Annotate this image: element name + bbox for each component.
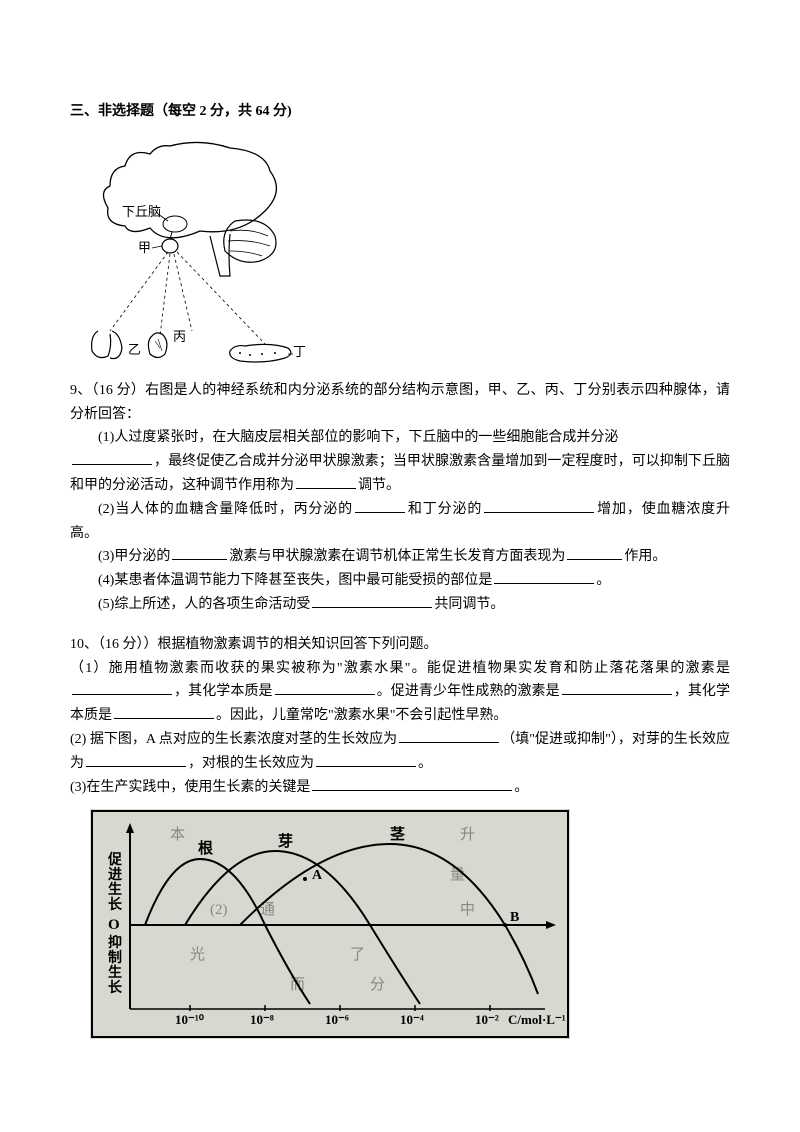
- q9-3b: 激素与甲状腺激素在调节机体正常生长发育方面表现为: [229, 549, 565, 564]
- blank: [296, 475, 356, 489]
- label-bing: 丙: [173, 329, 186, 344]
- q9-4a: (4)某患者体温调节能力下降甚至丧失，图中最可能受损的部位是: [98, 573, 492, 588]
- question-9: 9、（16 分）右图是人的神经系统和内分泌系统的部分结构示意图，甲、乙、丙、丁分…: [70, 379, 730, 617]
- q9-number: 9、: [70, 383, 92, 398]
- q10-3a: (3)在生产实践中，使用生长素的关键是: [70, 780, 310, 795]
- svg-text:光: 光: [190, 946, 205, 963]
- q10-2c: ，对根的生长效应为: [188, 756, 314, 771]
- q10-1e: 。因此，儿童常吃"激素水果"不会引起性早熟。: [216, 708, 507, 723]
- section-title: 三、非选择题（每空 2 分，共 64 分): [70, 100, 730, 124]
- blank: [72, 451, 152, 465]
- q9-3a: (3)甲分泌的: [98, 549, 170, 564]
- ylabel-zero: O: [108, 917, 120, 933]
- q10-2a: (2) 据下图，A 点对应的生长素浓度对茎的生长效应为: [70, 732, 397, 747]
- q10-number: 10、: [70, 637, 98, 652]
- blank: [399, 729, 499, 743]
- xlabel: C/mol·L⁻¹: [508, 1012, 566, 1027]
- label-hypothalamus: 下丘脑: [122, 204, 161, 219]
- curve-label-root: 根: [198, 839, 213, 857]
- blank: [484, 499, 594, 513]
- q10-1c: 。促进青少年性成熟的激素是: [377, 684, 560, 699]
- q10-2d: 。: [418, 756, 432, 771]
- xtick: 10⁻²: [475, 1012, 499, 1027]
- q9-1a: (1)人过度紧张时，在大脑皮层相关部位的影响下，下丘脑中的一些细胞能合成并分泌: [98, 430, 618, 445]
- curve-label-bud: 芽: [278, 833, 293, 850]
- label-ding: 丁: [293, 344, 305, 359]
- auxin-concentration-chart: 本升 量 (2)通中 光了 而分 促进生长 O 抑制生长 根 芽 茎 A B: [90, 809, 730, 1048]
- xtick: 10⁻⁸: [250, 1012, 274, 1027]
- q9-1c: 调节。: [358, 478, 400, 493]
- blank: [86, 753, 186, 767]
- blank: [567, 546, 622, 560]
- label-jia: 甲: [138, 240, 151, 255]
- q9-intro: 右图是人的神经系统和内分泌系统的部分结构示意图，甲、乙、丙、丁分别表示四种腺体，…: [70, 383, 730, 422]
- brain-gland-diagram: 下丘脑 甲 乙 丙 丁: [70, 136, 730, 371]
- blank: [562, 681, 672, 695]
- ylabel-inhibit: 抑制生长: [108, 934, 123, 996]
- blank: [72, 681, 172, 695]
- blank: [312, 777, 512, 791]
- q10-1a: （1）施用植物激素而收获的果实被称为"激素水果"。能促进植物果实发育和防止落花落…: [70, 661, 730, 676]
- q10-3b: 。: [514, 780, 528, 795]
- question-10: 10、（16 分））根据植物激素调节的相关知识回答下列问题。 （1）施用植物激素…: [70, 633, 730, 800]
- blank: [494, 570, 594, 584]
- blank: [275, 681, 375, 695]
- svg-text:本: 本: [170, 826, 185, 843]
- blank: [316, 753, 416, 767]
- point-B: B: [510, 910, 519, 925]
- q9-5a: (5)综上所述，人的各项生命活动受: [98, 597, 310, 612]
- xtick: 10⁻¹⁰: [175, 1012, 205, 1027]
- q9-3c: 作用。: [624, 549, 666, 564]
- blank: [172, 546, 227, 560]
- svg-text:(2): (2): [210, 902, 228, 918]
- blank: [355, 499, 405, 513]
- label-yi: 乙: [128, 342, 141, 357]
- svg-text:中: 中: [460, 901, 475, 918]
- q10-points: （16 分）: [98, 637, 144, 652]
- svg-text:了: 了: [350, 946, 365, 963]
- ylabel-promote: 促进生长: [107, 851, 123, 913]
- q10-1b: ，其化学本质是: [174, 684, 273, 699]
- xtick: 10⁻⁴: [400, 1012, 424, 1027]
- point-A: A: [312, 868, 323, 883]
- q9-4b: 。: [596, 573, 610, 588]
- q9-1b: ，最终促使乙合成并分泌甲状腺激素；当甲状腺激素含量增加到一定程度时，可以抑制下丘…: [70, 454, 730, 493]
- q10-intro: ）根据植物激素调节的相关知识回答下列问题。: [144, 637, 438, 652]
- q9-points: （16 分）: [92, 383, 146, 398]
- q9-5b: 共同调节。: [434, 597, 504, 612]
- q9-2a: (2)当人体的血糖含量降低时，丙分泌的: [98, 502, 353, 517]
- xtick: 10⁻⁶: [325, 1012, 349, 1027]
- curve-label-stem: 茎: [390, 825, 405, 843]
- blank: [114, 705, 214, 719]
- q9-2b: 和丁分泌的: [407, 502, 482, 517]
- svg-text:分: 分: [370, 976, 385, 993]
- blank: [312, 594, 432, 608]
- svg-text:升: 升: [460, 826, 475, 843]
